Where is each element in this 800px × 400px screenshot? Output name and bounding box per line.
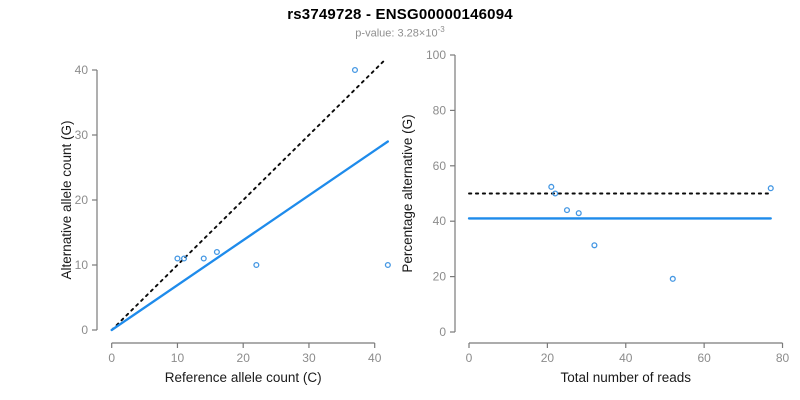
p-value-exponent: -3 bbox=[437, 25, 445, 34]
x-tick-label: 80 bbox=[776, 351, 790, 365]
data-point bbox=[767, 185, 774, 192]
figure-title: rs3749728 - ENSG00000146094 bbox=[287, 6, 513, 23]
data-point bbox=[669, 275, 676, 282]
y-tick-label: 30 bbox=[75, 128, 89, 142]
y-tick-label: 10 bbox=[75, 258, 89, 272]
x-axis-title: Total number of reads bbox=[560, 370, 691, 385]
x-tick-label: 40 bbox=[368, 351, 382, 365]
y-tick-label: 80 bbox=[433, 103, 447, 117]
data-point bbox=[174, 255, 181, 262]
x-tick-label: 30 bbox=[302, 351, 316, 365]
data-point bbox=[563, 207, 571, 214]
y-tick-label: 0 bbox=[439, 325, 446, 339]
x-tick-label: 10 bbox=[171, 351, 185, 365]
y-tick-label: 20 bbox=[75, 193, 89, 207]
allele-counts-plot: 0 10 20 30 40 0 10 20 30 40 Reference allele count… bbox=[59, 59, 391, 385]
data-point bbox=[552, 190, 559, 197]
p-value-base: p-value: 3.28×10 bbox=[355, 27, 438, 40]
data-point bbox=[253, 261, 260, 269]
data-point bbox=[213, 248, 220, 256]
data-point bbox=[591, 242, 598, 249]
x-tick-label: 20 bbox=[541, 351, 555, 365]
y-tick-label: 40 bbox=[433, 214, 447, 228]
data-point bbox=[351, 66, 359, 74]
y-axis-title: Percentage alternative (G) bbox=[400, 114, 415, 272]
data-point bbox=[575, 210, 582, 217]
fit-line bbox=[110, 140, 390, 332]
x-tick-label: 40 bbox=[619, 351, 633, 365]
x-axis-title: Reference allele count (C) bbox=[165, 370, 322, 385]
x-tick-label: 60 bbox=[697, 351, 711, 365]
data-point bbox=[548, 183, 555, 190]
y-tick-label: 40 bbox=[75, 63, 89, 77]
data-point bbox=[200, 255, 207, 262]
y-axis-title: Alternative allele count (G) bbox=[59, 120, 74, 279]
x-tick-label: 0 bbox=[108, 351, 115, 365]
p-value-subtitle: p-value: 3.28×10-3 bbox=[0, 25, 800, 40]
data-point bbox=[384, 261, 391, 269]
y-tick-label: 0 bbox=[81, 323, 88, 337]
percentage-vs-reads-plot: 0 20 40 60 80 100 0 20 40 60 80 Total number of rea… bbox=[400, 48, 790, 385]
y-tick-label: 100 bbox=[426, 48, 446, 62]
identity-line bbox=[110, 59, 386, 331]
x-tick-label: 0 bbox=[466, 351, 473, 365]
x-tick-label: 20 bbox=[237, 351, 251, 365]
y-tick-label: 60 bbox=[433, 159, 447, 173]
y-tick-label: 20 bbox=[433, 270, 447, 284]
data-point bbox=[180, 255, 188, 262]
